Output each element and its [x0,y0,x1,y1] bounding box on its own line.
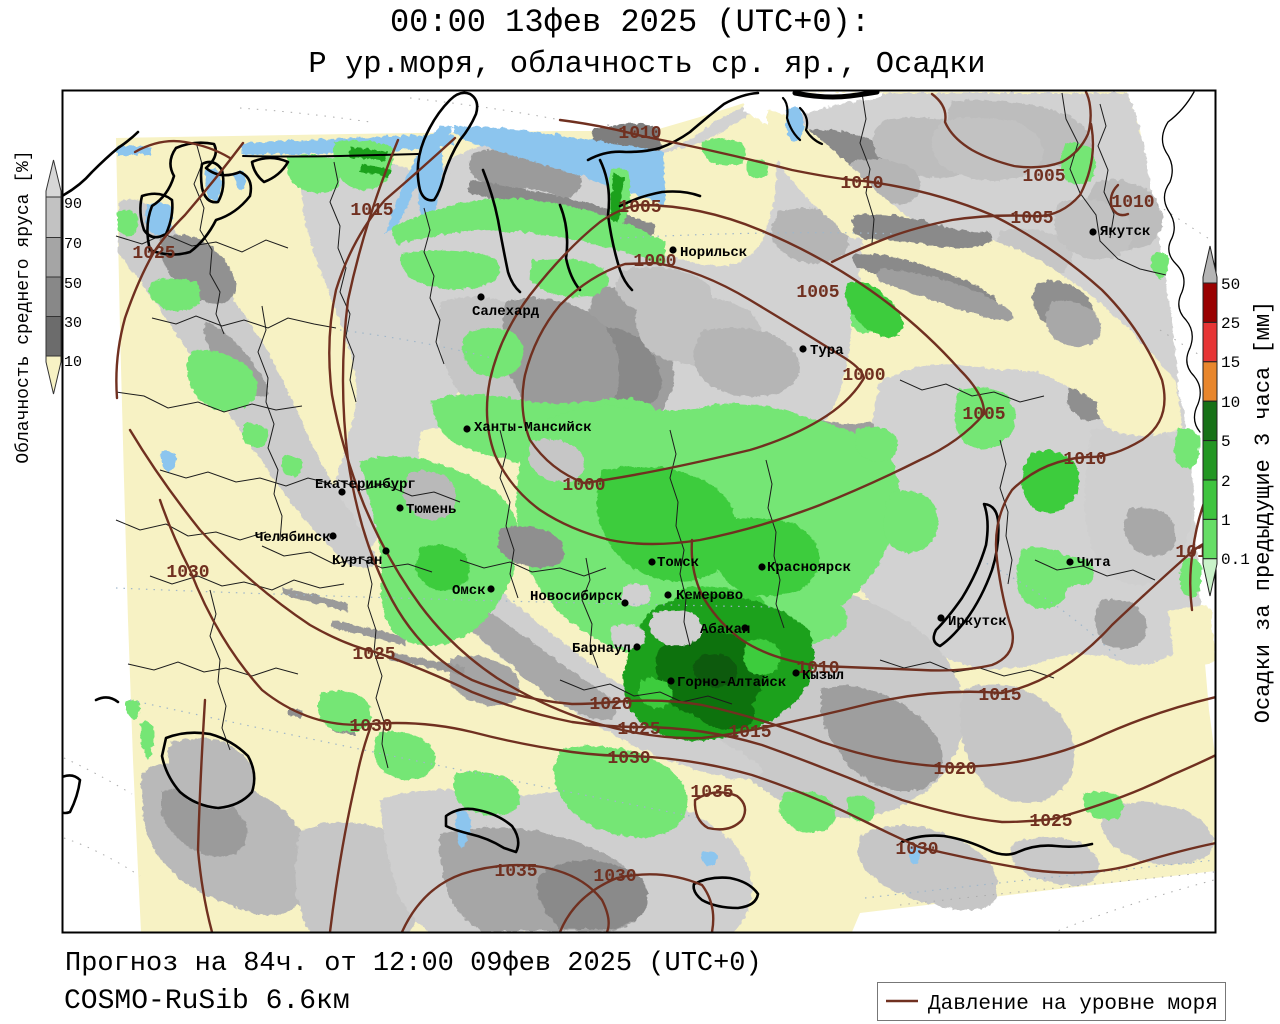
svg-text:1025: 1025 [352,645,395,665]
svg-text:Осадки за предыдущие 3 часа [м: Осадки за предыдущие 3 часа [мм] [1251,301,1276,723]
svg-text:25: 25 [1221,315,1240,333]
svg-text:10: 10 [1221,394,1240,412]
svg-text:50: 50 [1221,276,1240,294]
svg-text:1025: 1025 [132,244,175,264]
svg-text:1025: 1025 [1029,812,1072,832]
svg-text:1030: 1030 [166,563,209,583]
svg-text:Кемерово: Кемерово [676,588,743,604]
svg-text:1000: 1000 [562,476,605,496]
svg-text:50: 50 [64,276,82,293]
svg-text:Тура: Тура [810,343,844,359]
svg-text:Тюмень: Тюмень [406,502,456,518]
svg-text:1015: 1015 [728,723,771,743]
svg-text:1005: 1005 [796,283,839,303]
svg-text:15: 15 [1221,354,1240,372]
svg-text:1035: 1035 [494,862,537,882]
svg-text:10: 10 [64,354,82,371]
svg-text:1015: 1015 [350,201,393,221]
svg-text:Иркутск: Иркутск [948,614,1007,630]
svg-text:1030: 1030 [593,867,636,887]
svg-text:2: 2 [1221,473,1231,491]
svg-text:Барнаул: Барнаул [572,641,631,657]
svg-text:1000: 1000 [842,366,885,386]
svg-text:Р ур.моря, облачность ср. яр.,: Р ур.моря, облачность ср. яр., Осадки [308,48,985,82]
svg-text:Кызыл: Кызыл [802,668,844,684]
svg-text:1005: 1005 [962,405,1005,425]
svg-text:70: 70 [64,236,82,253]
svg-text:1010: 1010 [796,659,839,679]
svg-text:Томск: Томск [657,555,699,571]
svg-text:1010: 1010 [1111,193,1154,213]
svg-text:5: 5 [1221,433,1231,451]
svg-text:1025: 1025 [617,720,660,740]
svg-text:1030: 1030 [349,717,392,737]
svg-text:30: 30 [64,315,82,332]
svg-text:Облачность среднего яруса [%]: Облачность среднего яруса [%] [13,150,34,463]
svg-text:Челябинск: Челябинск [255,530,331,546]
svg-text:1030: 1030 [607,749,650,769]
svg-text:1010: 1010 [1063,450,1106,470]
svg-text:COSMO-RuSib 6.6км: COSMO-RuSib 6.6км [64,986,350,1017]
svg-text:Ханты-Мансийск: Ханты-Мансийск [474,420,592,436]
svg-text:1010: 1010 [840,174,883,194]
svg-text:1020: 1020 [589,695,632,715]
svg-text:1035: 1035 [690,783,733,803]
svg-text:Салехард: Салехард [472,304,540,320]
svg-text:1005: 1005 [1010,209,1053,229]
svg-text:Горно-Алтайск: Горно-Алтайск [677,675,786,691]
svg-text:1030: 1030 [895,840,938,860]
svg-text:1015: 1015 [978,686,1021,706]
svg-text:Красноярск: Красноярск [767,560,851,576]
svg-text:90: 90 [64,196,82,213]
svg-text:Чита: Чита [1077,555,1111,571]
svg-text:Курган: Курган [332,553,382,569]
svg-text:1000: 1000 [633,252,676,272]
svg-text:Абакан: Абакан [700,622,750,638]
svg-text:1: 1 [1221,512,1231,530]
svg-text:Прогноз на 84ч. от 12:00 09фев: Прогноз на 84ч. от 12:00 09фев 2025 (UTC… [65,949,762,979]
svg-text:Екатеринбург: Екатеринбург [315,477,416,493]
svg-text:1005: 1005 [618,198,661,218]
svg-text:Новосибирск: Новосибирск [530,589,622,605]
svg-text:Давление на уровне моря: Давление на уровне моря [928,993,1218,1016]
svg-text:00:00 13фев 2025 (UTC+0):: 00:00 13фев 2025 (UTC+0): [390,4,870,41]
svg-text:1020: 1020 [933,760,976,780]
svg-text:Якутск: Якутск [1100,224,1150,240]
svg-text:0.1: 0.1 [1221,551,1250,569]
svg-text:Норильск: Норильск [680,245,747,261]
svg-text:1010: 1010 [618,124,661,144]
svg-text:Омск: Омск [452,583,486,599]
svg-text:1005: 1005 [1022,167,1065,187]
